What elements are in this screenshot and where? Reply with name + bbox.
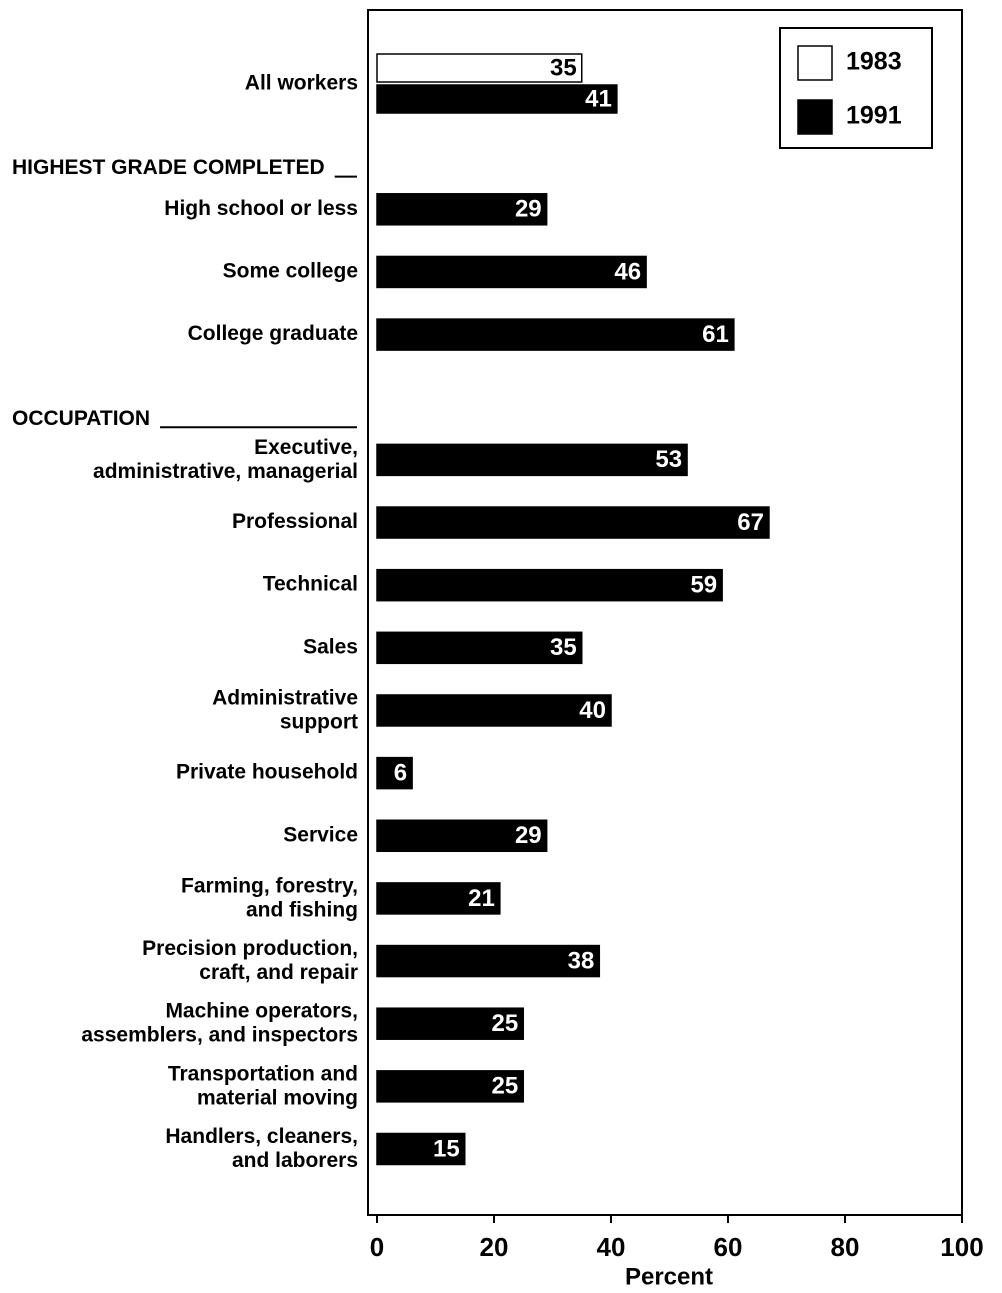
y-tick-label: Administrative support [212, 686, 358, 733]
y-tick-label: Sales [303, 635, 358, 658]
bar [376, 819, 548, 853]
section-header: OCCUPATION [12, 407, 150, 430]
y-tick-label: All workers [245, 72, 358, 95]
legend-swatch [797, 99, 833, 135]
x-tick-label: 40 [597, 1232, 626, 1262]
bar [376, 568, 723, 602]
x-tick-label: 20 [480, 1232, 509, 1262]
x-axis-label: Percent [625, 1263, 713, 1290]
y-tick-label: Some college [223, 259, 358, 282]
legend-swatch [797, 45, 833, 81]
x-tick-label: 0 [370, 1232, 384, 1262]
y-tick-label: Precision production, craft, and repair [142, 937, 358, 984]
x-tick-label: 80 [831, 1232, 860, 1262]
value-label: 61 [702, 321, 729, 348]
value-label: 40 [579, 697, 606, 724]
value-label: 29 [515, 822, 542, 849]
bar [376, 631, 583, 665]
y-tick-label: College graduate [188, 322, 358, 345]
y-tick-label: Professional [232, 510, 358, 533]
bar [376, 255, 647, 289]
bar [376, 694, 612, 727]
value-label: 35 [550, 54, 577, 81]
y-tick-label: Private household [176, 761, 358, 784]
bar [376, 756, 413, 790]
y-tick-label: Transportation and material moving [168, 1062, 358, 1109]
bar [376, 318, 735, 351]
value-label: 6 [394, 759, 407, 786]
value-label: 46 [614, 258, 641, 285]
bar [376, 1007, 524, 1040]
y-tick-label: Technical [263, 573, 358, 596]
bar [376, 944, 601, 978]
value-label: 59 [690, 572, 717, 599]
value-label: 25 [492, 1010, 519, 1037]
bar [376, 882, 501, 915]
bar [376, 506, 770, 539]
section-header: HIGHEST GRADE COMPLETED [12, 156, 325, 179]
x-tick-label: 60 [714, 1232, 743, 1262]
y-tick-label: High school or less [164, 197, 358, 220]
bar [376, 1132, 466, 1166]
legend-label: 1991 [846, 102, 902, 130]
value-label: 41 [585, 85, 612, 112]
bar [376, 443, 688, 477]
y-tick-label: Executive, administrative, managerial [93, 435, 358, 482]
value-label: 67 [737, 509, 764, 536]
value-label: 21 [468, 885, 495, 912]
value-label: 53 [655, 446, 682, 473]
value-label: 38 [568, 947, 595, 974]
value-label: 29 [515, 196, 542, 223]
bar [376, 84, 618, 114]
bar [376, 193, 548, 226]
y-tick-label: Farming, forestry, and fishing [181, 874, 358, 921]
value-label: 15 [433, 1135, 460, 1162]
value-label: 35 [550, 634, 577, 661]
y-tick-label: Machine operators, assemblers, and inspec… [81, 999, 358, 1046]
bar [376, 53, 583, 83]
bar [376, 1070, 524, 1103]
legend-label: 1983 [846, 48, 902, 76]
y-tick-label: Handlers, cleaners, and laborers [165, 1125, 358, 1172]
x-tick-label: 100 [940, 1232, 983, 1262]
value-label: 25 [492, 1073, 519, 1100]
plot-frame [367, 9, 963, 1216]
y-tick-label: Service [283, 823, 358, 846]
